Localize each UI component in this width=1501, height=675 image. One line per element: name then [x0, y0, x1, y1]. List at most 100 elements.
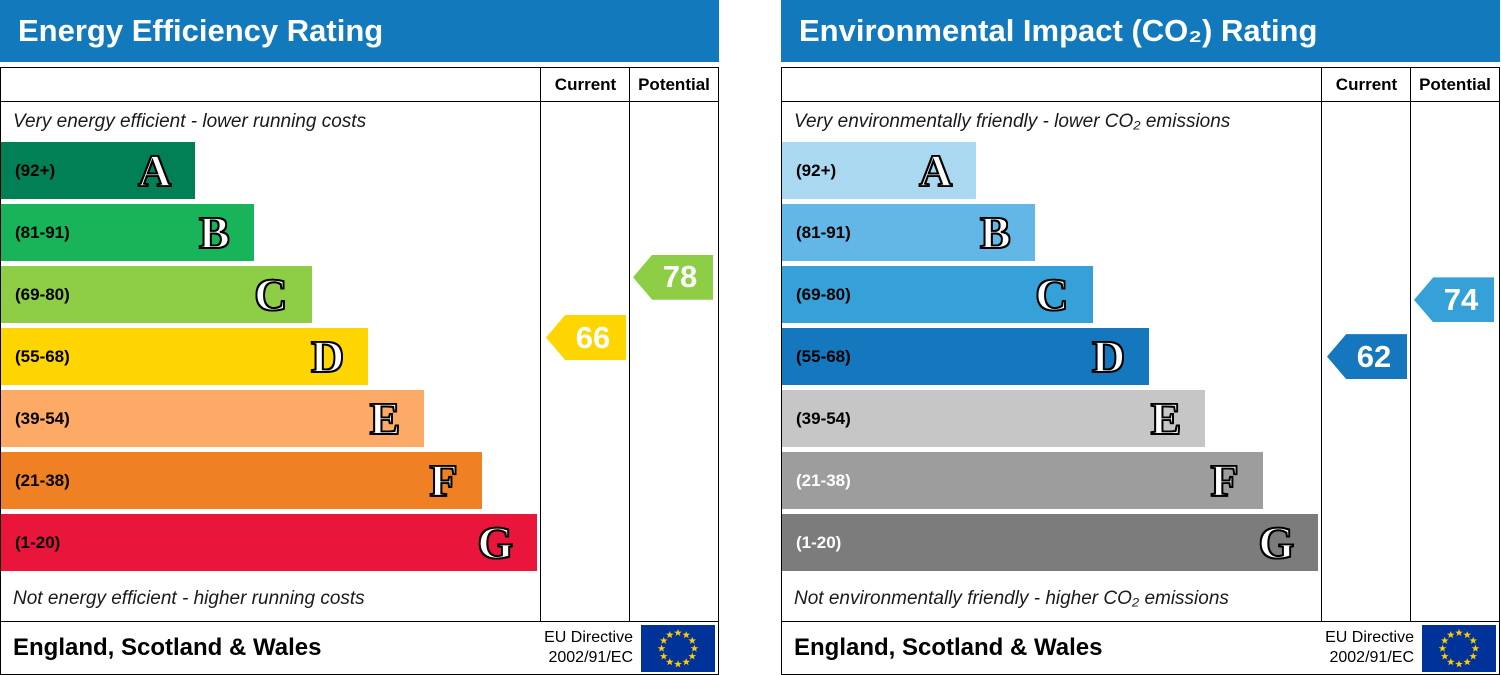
band-row-c: (69-80) C [782, 266, 1322, 328]
eu-flag-icon [1422, 624, 1496, 672]
current-rating-value: 62 [1356, 338, 1392, 374]
column-header-spacer [1, 68, 541, 101]
band-letter: G [1258, 516, 1296, 568]
potential-rating-value: 74 [1443, 281, 1479, 317]
potential-column-header: Potential [638, 74, 710, 94]
band-range-label: (1-20) [15, 532, 61, 552]
eu-directive-line1: EU Directive [1325, 629, 1414, 646]
column-headers: Current Potential [1, 68, 718, 102]
band-range-label: (92+) [796, 160, 837, 180]
band-bar-g: (1-20) G [1, 514, 538, 571]
band-bar-d: (55-68) D [782, 328, 1150, 385]
band-range-label: (81-91) [796, 222, 851, 242]
band-row-g: (1-20) G [1, 514, 541, 576]
chart-title: Environmental Impact (CO₂) Rating [799, 13, 1318, 48]
band-range-label: (69-80) [15, 284, 70, 304]
band-row-d: (55-68) D [1, 328, 541, 390]
potential-column-header: Potential [1419, 74, 1491, 94]
region-label: England, Scotland & Wales [794, 634, 1103, 661]
band-range-label: (1-20) [796, 532, 842, 552]
region-label: England, Scotland & Wales [13, 634, 322, 661]
potential-rating-value: 78 [662, 259, 698, 295]
band-row-b: (81-91) B [1, 204, 541, 266]
eu-directive-label: EU Directive 2002/91/EC [544, 628, 633, 668]
current-column-header: Current [1335, 74, 1398, 94]
band-letter: D [310, 330, 345, 382]
environmental-impact-title-bar: Environmental Impact (CO₂) Rating [781, 0, 1500, 62]
environmental-impact-chart: Environmental Impact (CO₂) Rating Curren… [781, 0, 1500, 675]
band-range-label: (92+) [15, 160, 56, 180]
chart-footer: England, Scotland & Wales EU Directive 2… [1, 621, 718, 674]
current-rating-arrow: 66 [546, 315, 626, 361]
energy-efficiency-chart: Energy Efficiency Rating Current Potenti… [0, 0, 719, 675]
band-letter: F [1210, 454, 1240, 506]
potential-column-divider [629, 68, 630, 621]
potential-rating-arrow: 74 [1414, 277, 1494, 323]
rating-bands: (92+) A (81-91) B (69-80) C (55-68) D (39-54) E (2… [782, 142, 1322, 576]
band-row-c: (69-80) C [1, 266, 541, 328]
band-range-label: (55-68) [796, 346, 851, 366]
band-letter: B [979, 206, 1011, 258]
column-header-spacer [782, 68, 1322, 101]
chart-area: Current Potential Very energy efficient … [1, 68, 718, 621]
band-bar-c: (69-80) C [782, 266, 1093, 323]
eu-directive-line1: EU Directive [544, 629, 633, 646]
band-row-d: (55-68) D [782, 328, 1322, 390]
top-caption: Very energy efficient - lower running co… [13, 111, 367, 132]
band-letter: F [429, 454, 459, 506]
chart-title: Energy Efficiency Rating [18, 13, 384, 48]
eu-directive-line2: 2002/91/EC [1329, 649, 1414, 666]
band-letter: C [1034, 268, 1069, 320]
band-bar-b: (81-91) B [1, 204, 254, 261]
current-rating-arrow: 62 [1327, 334, 1407, 380]
band-bar-f: (21-38) F [1, 452, 482, 509]
band-range-label: (39-54) [796, 408, 851, 428]
band-range-label: (81-91) [15, 222, 70, 242]
chart-frame: Current Potential Very energy efficient … [0, 67, 719, 675]
band-row-f: (21-38) F [782, 452, 1322, 514]
top-caption: Very environmentally friendly - lower CO… [794, 111, 1231, 132]
band-bar-f: (21-38) F [782, 452, 1263, 509]
band-letter: D [1091, 330, 1126, 382]
eu-directive-line2: 2002/91/EC [548, 649, 633, 666]
band-row-a: (92+) A [782, 142, 1322, 204]
band-row-g: (1-20) G [782, 514, 1322, 576]
band-range-label: (69-80) [796, 284, 851, 304]
bottom-caption: Not environmentally friendly - higher CO… [794, 587, 1229, 609]
band-letter: G [477, 516, 515, 568]
band-row-a: (92+) A [1, 142, 541, 204]
band-row-f: (21-38) F [1, 452, 541, 514]
band-range-label: (21-38) [796, 470, 851, 490]
band-letter: B [198, 206, 230, 258]
band-range-label: (21-38) [15, 470, 70, 490]
potential-column-divider [1410, 68, 1411, 621]
band-bar-b: (81-91) B [782, 204, 1035, 261]
band-letter: A [918, 144, 953, 196]
energy-efficiency-title-bar: Energy Efficiency Rating [0, 0, 719, 62]
column-headers: Current Potential [782, 68, 1499, 102]
band-row-b: (81-91) B [782, 204, 1322, 266]
band-letter: C [253, 268, 288, 320]
band-letter: E [369, 392, 401, 444]
band-bar-a: (92+) A [782, 142, 977, 199]
band-row-e: (39-54) E [782, 390, 1322, 452]
band-row-e: (39-54) E [1, 390, 541, 452]
band-bar-e: (39-54) E [1, 390, 425, 447]
chart-footer: England, Scotland & Wales EU Directive 2… [782, 621, 1499, 674]
chart-area: Current Potential Very environmentally f… [782, 68, 1499, 621]
band-range-label: (39-54) [15, 408, 70, 428]
potential-rating-arrow: 78 [633, 254, 713, 300]
chart-frame: Current Potential Very environmentally f… [781, 67, 1500, 675]
band-bar-a: (92+) A [1, 142, 196, 199]
eu-directive-label: EU Directive 2002/91/EC [1325, 628, 1414, 668]
band-bar-d: (55-68) D [1, 328, 369, 385]
band-range-label: (55-68) [15, 346, 70, 366]
band-letter: A [137, 144, 172, 196]
rating-bands: (92+) A (81-91) B (69-80) C (55-68) D (39-54) E (2… [1, 142, 541, 576]
band-letter: E [1150, 392, 1182, 444]
band-bar-e: (39-54) E [782, 390, 1206, 447]
band-bar-c: (69-80) C [1, 266, 312, 323]
band-bar-g: (1-20) G [782, 514, 1319, 571]
current-column-header: Current [554, 74, 617, 94]
bottom-caption: Not energy efficient - higher running co… [13, 587, 365, 609]
